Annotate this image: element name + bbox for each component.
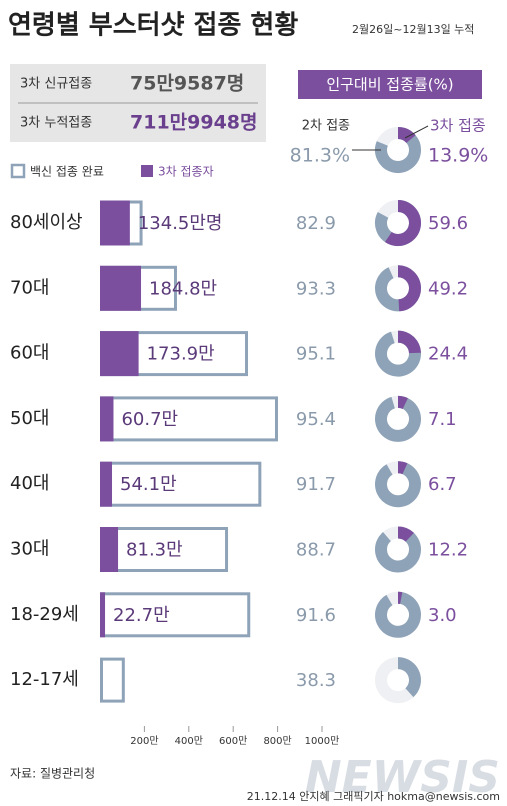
summary-label: 3차 신규접종 xyxy=(20,77,92,92)
bar xyxy=(100,200,130,246)
series-name: 2차 접종 xyxy=(302,119,350,134)
category-label: 50대 xyxy=(10,408,49,429)
x-tick-label: 800만 xyxy=(263,735,291,747)
series-name: 3차 접종 xyxy=(430,117,486,135)
category-label: 18-29세 xyxy=(10,604,79,625)
category-label: 70대 xyxy=(10,277,49,298)
x-tick-label: 600만 xyxy=(219,735,247,747)
rate-label: 93.3 xyxy=(296,278,336,299)
value-label: 184.8만 xyxy=(149,278,217,299)
rate-label: 95.4 xyxy=(296,409,336,430)
donut-segment xyxy=(375,395,421,442)
rate-label: 91.6 xyxy=(296,605,336,626)
donut-segment xyxy=(375,526,421,573)
subtitle: 2월26일~12월13일 누적 xyxy=(352,22,474,36)
bar xyxy=(100,592,106,638)
rate-label: 95.1 xyxy=(296,344,336,365)
value-label: 134.5만명 xyxy=(138,213,223,234)
leader xyxy=(404,125,429,139)
category-label: 12-17세 xyxy=(10,669,79,690)
donut-segment xyxy=(397,330,421,354)
rate-label: 24.4 xyxy=(428,344,468,365)
bar xyxy=(100,331,139,377)
donut-title-box xyxy=(298,70,482,99)
category-label: 80세이상 xyxy=(10,212,83,233)
category-label: 60대 xyxy=(10,343,49,364)
rate-label: 3.0 xyxy=(428,605,457,626)
bar xyxy=(100,657,125,703)
rate-label: 6.7 xyxy=(428,474,457,495)
donut-segment xyxy=(384,200,421,246)
donut-segment xyxy=(375,591,421,638)
donut-segment xyxy=(397,526,414,542)
rate-label: 12.2 xyxy=(428,540,468,561)
donut-segment xyxy=(375,461,421,508)
donut-segment xyxy=(397,395,408,410)
value-label: 173.9만 xyxy=(147,344,215,365)
rate-label: 49.2 xyxy=(428,278,468,299)
bar xyxy=(100,396,114,442)
legend-label: 3차 접종자 xyxy=(158,165,214,179)
bar xyxy=(100,592,251,638)
donut-segment xyxy=(397,127,416,144)
x-tick-label: 1000만 xyxy=(305,735,340,747)
category-label: 40대 xyxy=(10,473,49,494)
donut-title: 인구대비 접종률(%) xyxy=(326,76,453,94)
legend-swatch xyxy=(141,165,153,177)
donut-segment xyxy=(397,265,421,312)
series-total: 81.3% xyxy=(290,145,350,167)
rate-label: 59.6 xyxy=(428,213,468,234)
summary-value: 711만9948명 xyxy=(130,112,258,134)
legend-label: 백신 접종 완료 xyxy=(30,165,104,179)
title: 연령별 부스터샷 접종 현황 xyxy=(8,11,298,41)
bar xyxy=(100,527,119,572)
rate-label: 91.7 xyxy=(296,474,336,495)
credit: 21.12.14 안지혜 그래픽기자 hokma@newsis.com xyxy=(247,790,500,803)
legend-swatch xyxy=(10,163,26,179)
rate-label: 7.1 xyxy=(428,409,457,430)
value-label: 54.1만 xyxy=(120,474,177,495)
summary-value: 75만9587명 xyxy=(130,73,244,95)
donut-segment xyxy=(397,657,421,698)
rate-label: 88.7 xyxy=(296,540,336,561)
category-label: 30대 xyxy=(10,539,49,560)
bar xyxy=(100,265,142,311)
bar xyxy=(100,461,113,507)
x-tick-label: 400만 xyxy=(175,735,203,747)
rate-label: 38.3 xyxy=(296,670,336,691)
rate-label: 82.9 xyxy=(296,213,336,234)
source: 자료: 질병관리청 xyxy=(10,767,95,781)
value-label: 22.7만 xyxy=(113,605,170,626)
value-label: 81.3만 xyxy=(126,540,183,561)
value-label: 60.7만 xyxy=(121,409,178,430)
x-tick-label: 200만 xyxy=(130,735,158,747)
logo: NEWSIS xyxy=(305,752,500,803)
series-total: 13.9% xyxy=(428,145,488,167)
summary-label: 3차 누적접종 xyxy=(20,116,92,131)
donut-segment xyxy=(397,461,408,475)
